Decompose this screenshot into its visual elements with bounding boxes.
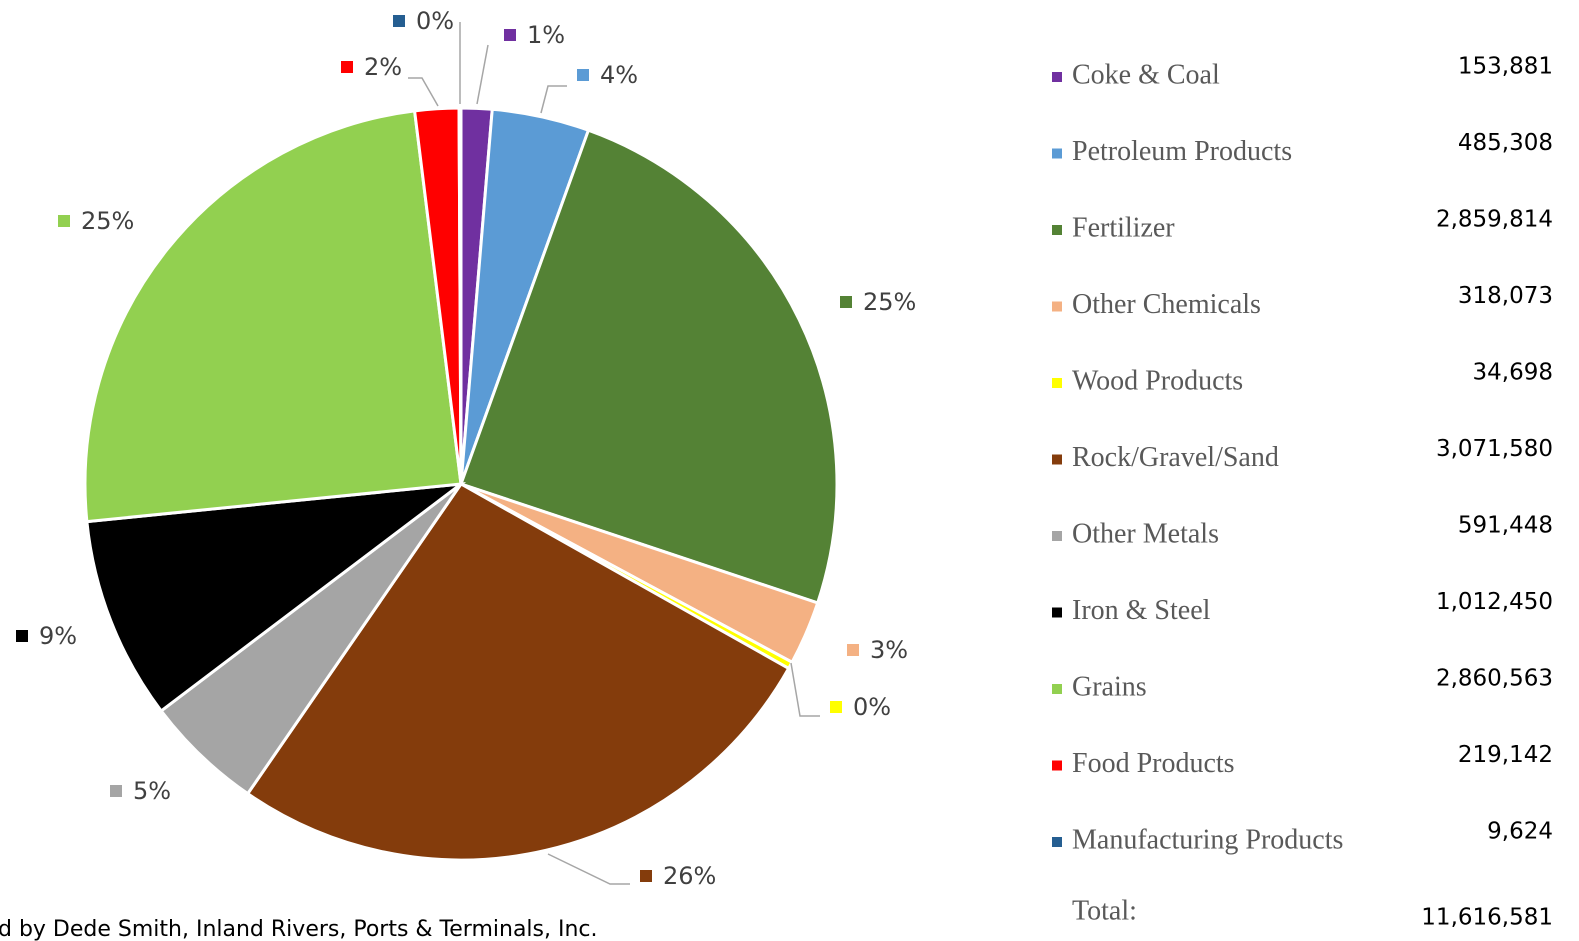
legend-key bbox=[1052, 760, 1062, 771]
legend-value: 591,448 bbox=[1458, 513, 1553, 539]
leader-line bbox=[790, 662, 820, 717]
pie bbox=[83, 106, 839, 862]
legend-label: Grains bbox=[1072, 671, 1147, 702]
legend-label: Fertilizer bbox=[1072, 212, 1175, 243]
legend-value: 2,859,814 bbox=[1436, 207, 1553, 233]
label-key bbox=[577, 69, 589, 81]
legend-value: 9,624 bbox=[1487, 819, 1553, 845]
leader-line bbox=[476, 44, 489, 105]
data-label: 26% bbox=[663, 862, 716, 890]
legend-label: Food Products bbox=[1072, 748, 1235, 779]
legend-label: Petroleum Products bbox=[1072, 136, 1292, 167]
total-label: Total: bbox=[1072, 895, 1137, 926]
legend: Coke & Coal 153,881 Petroleum Products 485,… bbox=[1052, 54, 1553, 855]
legend-key bbox=[1052, 454, 1062, 465]
legend-value: 318,073 bbox=[1458, 283, 1553, 309]
legend-key bbox=[1052, 684, 1062, 694]
leader-line bbox=[408, 77, 439, 107]
data-label: 0% bbox=[416, 7, 454, 35]
pie-slice bbox=[83, 109, 463, 524]
label-key bbox=[393, 15, 405, 27]
legend-value: 153,881 bbox=[1458, 54, 1553, 80]
legend-key bbox=[1052, 607, 1062, 618]
legend-label: Iron & Steel bbox=[1072, 595, 1211, 626]
label-key bbox=[840, 296, 852, 308]
data-label: 4% bbox=[600, 61, 638, 89]
data-label: 0% bbox=[853, 693, 891, 721]
legend-key bbox=[1052, 72, 1062, 82]
data-label: 25% bbox=[863, 288, 916, 316]
label-key bbox=[830, 701, 842, 713]
total-value: 11,616,581 bbox=[1421, 905, 1553, 931]
legend-key bbox=[1052, 378, 1062, 388]
legend-key bbox=[1052, 837, 1062, 847]
legend-label: Manufacturing Products bbox=[1072, 824, 1343, 855]
legend-label: Other Chemicals bbox=[1072, 289, 1261, 320]
legend-value: 219,142 bbox=[1458, 742, 1553, 768]
pie-slice bbox=[457, 106, 463, 485]
data-labels: 1% 4% 25% 3% 0% 26% 5% 9% 25% 2% 0% bbox=[16, 7, 916, 890]
source: d by Dede Smith, Inland Rivers, Ports & … bbox=[0, 917, 598, 941]
legend-value: 485,308 bbox=[1458, 130, 1553, 156]
label-key bbox=[640, 870, 652, 882]
pie-slice bbox=[459, 128, 839, 605]
label-key bbox=[847, 644, 859, 656]
data-label: 9% bbox=[39, 622, 77, 650]
data-label: 25% bbox=[81, 207, 134, 235]
legend-value: 2,860,563 bbox=[1436, 666, 1553, 692]
label-key bbox=[504, 29, 516, 41]
data-label: 2% bbox=[364, 53, 402, 81]
legend-value: 34,698 bbox=[1473, 360, 1553, 386]
legend-key bbox=[1052, 301, 1062, 312]
data-label: 1% bbox=[527, 21, 565, 49]
label-key bbox=[341, 61, 353, 73]
legend-label: Wood Products bbox=[1072, 365, 1243, 396]
legend-value: 3,071,580 bbox=[1436, 436, 1553, 462]
label-key bbox=[58, 215, 70, 227]
legend-key bbox=[1052, 225, 1062, 235]
data-label: 3% bbox=[870, 636, 908, 664]
legend-label: Coke & Coal bbox=[1072, 59, 1220, 90]
pie-slice bbox=[245, 482, 791, 862]
legend-key bbox=[1052, 531, 1062, 541]
leader-line bbox=[540, 85, 567, 114]
leader-line bbox=[547, 853, 630, 885]
legend-label: Rock/Gravel/Sand bbox=[1072, 442, 1279, 473]
leader-lines bbox=[408, 22, 820, 885]
label-key bbox=[110, 785, 122, 797]
legend-label: Other Metals bbox=[1072, 518, 1219, 549]
legend-key bbox=[1052, 148, 1062, 159]
data-label: 5% bbox=[133, 777, 171, 805]
pie-slice bbox=[85, 481, 467, 713]
legend-value: 1,012,450 bbox=[1436, 589, 1553, 615]
label-key bbox=[16, 630, 28, 642]
